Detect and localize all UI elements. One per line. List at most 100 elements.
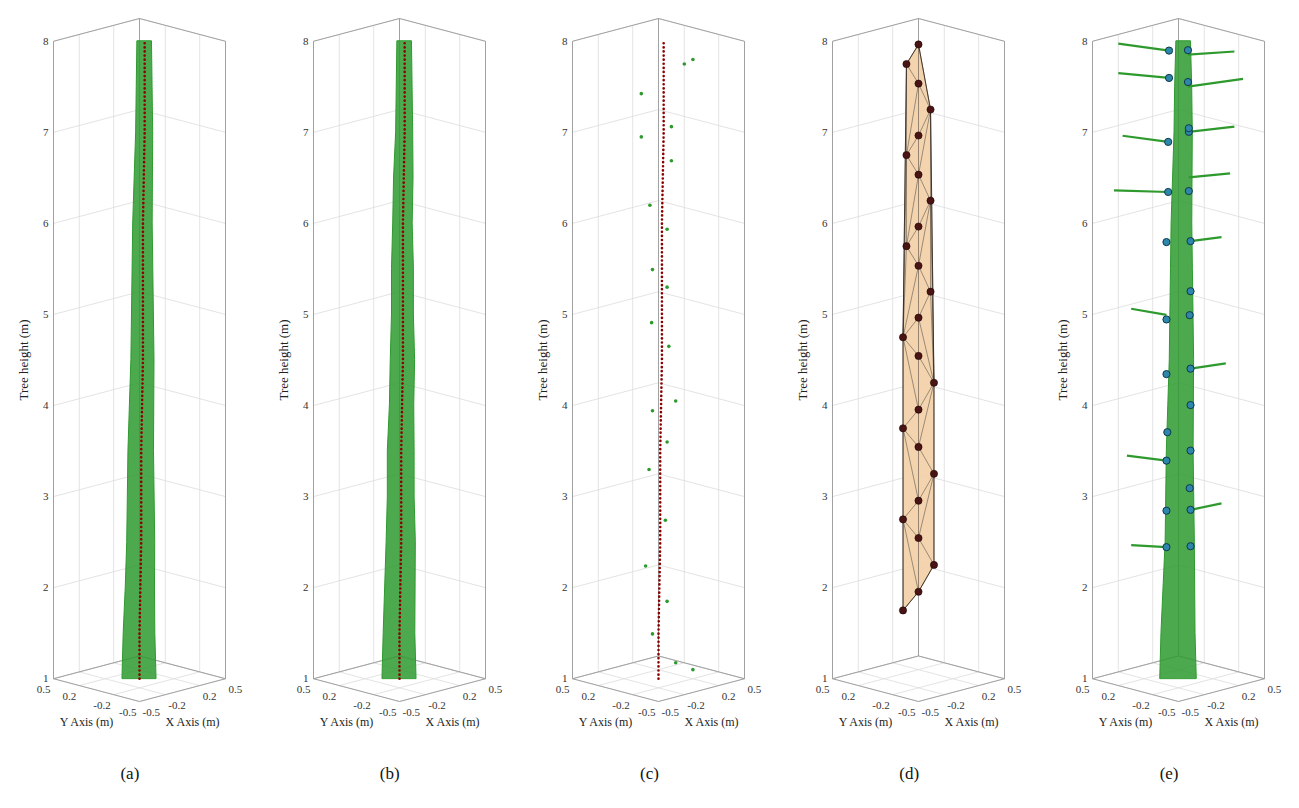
svg-text:6: 6: [822, 217, 828, 229]
svg-text:-0.2: -0.2: [93, 699, 110, 711]
svg-text:0.2: 0.2: [1102, 690, 1116, 702]
svg-text:X Axis (m): X Axis (m): [425, 715, 479, 729]
svg-text:-0.2: -0.2: [613, 699, 630, 711]
svg-text:4: 4: [1082, 399, 1088, 411]
svg-text:4: 4: [303, 399, 309, 411]
svg-text:6: 6: [303, 217, 309, 229]
svg-text:1: 1: [822, 672, 828, 685]
svg-text:7: 7: [43, 126, 49, 138]
svg-text:0.5: 0.5: [228, 683, 242, 695]
svg-text:8: 8: [562, 35, 568, 47]
html-text:(e): (e): [1159, 764, 1179, 783]
svg-text:8: 8: [822, 35, 828, 47]
svg-text:3: 3: [303, 490, 309, 502]
svg-text:1: 1: [1082, 672, 1088, 685]
svg-text:-0.2: -0.2: [353, 699, 370, 711]
svg-text:-0.5: -0.5: [922, 706, 940, 718]
svg-text:0.2: 0.2: [722, 690, 736, 702]
svg-text:0.5: 0.5: [816, 683, 830, 695]
svg-text:-0.2: -0.2: [873, 699, 890, 711]
svg-text:Y Axis (m): Y Axis (m): [839, 715, 893, 729]
svg-text:5: 5: [303, 308, 309, 320]
svg-text:4: 4: [43, 399, 49, 411]
html-text:(c): (c): [640, 764, 659, 783]
svg-text:7: 7: [822, 126, 828, 138]
svg-text:-0.5: -0.5: [379, 706, 397, 718]
svg-text:Tree height (m): Tree height (m): [795, 319, 810, 400]
html-text:(a): (a): [120, 764, 140, 783]
svg-text:2: 2: [562, 581, 568, 593]
svg-text:-0.5: -0.5: [142, 706, 160, 718]
svg-text:Y Axis (m): Y Axis (m): [319, 715, 373, 729]
svg-text:-0.5: -0.5: [639, 706, 657, 718]
svg-text:Y Axis (m): Y Axis (m): [60, 715, 114, 729]
svg-text:5: 5: [562, 308, 568, 320]
svg-text:-0.2: -0.2: [428, 699, 445, 711]
svg-text:0.2: 0.2: [982, 690, 996, 702]
svg-text:4: 4: [562, 399, 568, 411]
svg-text:-0.5: -0.5: [402, 706, 420, 718]
svg-text:0.5: 0.5: [1008, 683, 1022, 695]
svg-text:7: 7: [1082, 126, 1088, 138]
svg-text:0.2: 0.2: [842, 690, 856, 702]
html-text:(d): (d): [899, 764, 920, 783]
svg-text:3: 3: [1082, 490, 1088, 502]
svg-text:6: 6: [1082, 217, 1088, 229]
svg-text:-0.5: -0.5: [1182, 706, 1200, 718]
svg-text:X Axis (m): X Axis (m): [945, 715, 999, 729]
svg-text:0.5: 0.5: [556, 683, 570, 695]
svg-text:Y Axis (m): Y Axis (m): [1099, 715, 1153, 729]
svg-text:0.5: 0.5: [1076, 683, 1090, 695]
svg-text:0.2: 0.2: [203, 690, 217, 702]
svg-text:Y Axis (m): Y Axis (m): [579, 715, 633, 729]
svg-text:Tree height (m): Tree height (m): [275, 319, 290, 400]
svg-text:3: 3: [822, 490, 828, 502]
svg-text:0.2: 0.2: [582, 690, 596, 702]
svg-text:5: 5: [43, 308, 49, 320]
svg-text:-0.2: -0.2: [948, 699, 965, 711]
svg-text:0.5: 0.5: [296, 683, 310, 695]
svg-text:2: 2: [1082, 581, 1088, 593]
svg-text:-0.5: -0.5: [1158, 706, 1176, 718]
svg-text:-0.2: -0.2: [688, 699, 705, 711]
svg-text:8: 8: [303, 35, 309, 47]
svg-text:5: 5: [1082, 308, 1088, 320]
svg-text:0.5: 0.5: [488, 683, 502, 695]
svg-text:0.2: 0.2: [462, 690, 476, 702]
svg-text:6: 6: [43, 217, 49, 229]
svg-text:5: 5: [822, 308, 828, 320]
svg-text:Tree height (m): Tree height (m): [1055, 319, 1070, 400]
svg-text:2: 2: [822, 581, 828, 593]
svg-text:-0.5: -0.5: [662, 706, 680, 718]
svg-text:-0.2: -0.2: [1132, 699, 1149, 711]
svg-text:4: 4: [822, 399, 828, 411]
svg-text:X Axis (m): X Axis (m): [1205, 715, 1259, 729]
svg-text:3: 3: [43, 490, 49, 502]
svg-text:8: 8: [1082, 35, 1088, 47]
svg-text:X Axis (m): X Axis (m): [165, 715, 219, 729]
svg-text:3: 3: [562, 490, 568, 502]
svg-text:8: 8: [43, 35, 49, 47]
svg-text:6: 6: [562, 217, 568, 229]
svg-text:1: 1: [42, 672, 49, 685]
svg-text:Tree height (m): Tree height (m): [535, 319, 550, 400]
svg-text:2: 2: [43, 581, 49, 593]
svg-text:-0.2: -0.2: [168, 699, 185, 711]
svg-text:0.2: 0.2: [1242, 690, 1256, 702]
svg-text:Tree height (m): Tree height (m): [16, 319, 31, 400]
svg-text:-0.5: -0.5: [119, 706, 137, 718]
svg-text:1: 1: [302, 672, 309, 685]
svg-text:-0.5: -0.5: [898, 706, 916, 718]
svg-text:7: 7: [303, 126, 309, 138]
svg-text:1: 1: [562, 672, 568, 685]
svg-text:X Axis (m): X Axis (m): [685, 715, 739, 729]
svg-text:-0.2: -0.2: [1207, 699, 1224, 711]
svg-text:0.5: 0.5: [748, 683, 762, 695]
svg-text:0.5: 0.5: [37, 683, 51, 695]
svg-text:0.2: 0.2: [322, 690, 336, 702]
html-text:(b): (b): [379, 764, 400, 783]
svg-text:0.5: 0.5: [1268, 683, 1282, 695]
svg-text:0.2: 0.2: [62, 690, 76, 702]
svg-text:7: 7: [562, 126, 568, 138]
svg-text:2: 2: [303, 581, 309, 593]
